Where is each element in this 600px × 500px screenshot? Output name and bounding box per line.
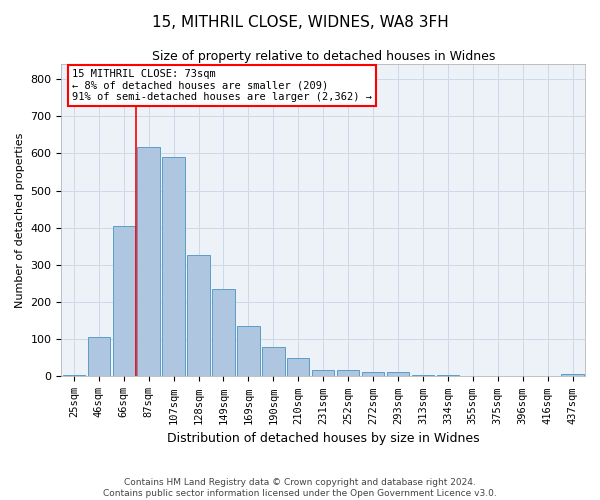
Bar xyxy=(187,254,210,376)
Text: Contains HM Land Registry data © Crown copyright and database right 2024.
Contai: Contains HM Land Registry data © Crown c… xyxy=(103,478,497,498)
Bar xyxy=(312,370,334,376)
Bar xyxy=(163,157,185,376)
Bar xyxy=(362,372,384,376)
Bar xyxy=(212,289,235,376)
Bar xyxy=(237,326,260,376)
Y-axis label: Number of detached properties: Number of detached properties xyxy=(15,132,25,308)
Bar xyxy=(113,226,135,376)
Bar xyxy=(337,370,359,376)
Bar xyxy=(287,358,310,376)
Bar xyxy=(137,147,160,376)
Bar xyxy=(437,375,459,376)
Bar xyxy=(387,372,409,376)
Bar xyxy=(412,375,434,376)
Bar xyxy=(62,374,85,376)
Text: 15, MITHRIL CLOSE, WIDNES, WA8 3FH: 15, MITHRIL CLOSE, WIDNES, WA8 3FH xyxy=(152,15,448,30)
Bar xyxy=(562,374,584,376)
Title: Size of property relative to detached houses in Widnes: Size of property relative to detached ho… xyxy=(152,50,495,63)
Bar xyxy=(88,336,110,376)
Text: 15 MITHRIL CLOSE: 73sqm
← 8% of detached houses are smaller (209)
91% of semi-de: 15 MITHRIL CLOSE: 73sqm ← 8% of detached… xyxy=(72,69,372,102)
X-axis label: Distribution of detached houses by size in Widnes: Distribution of detached houses by size … xyxy=(167,432,479,445)
Bar xyxy=(262,348,284,376)
